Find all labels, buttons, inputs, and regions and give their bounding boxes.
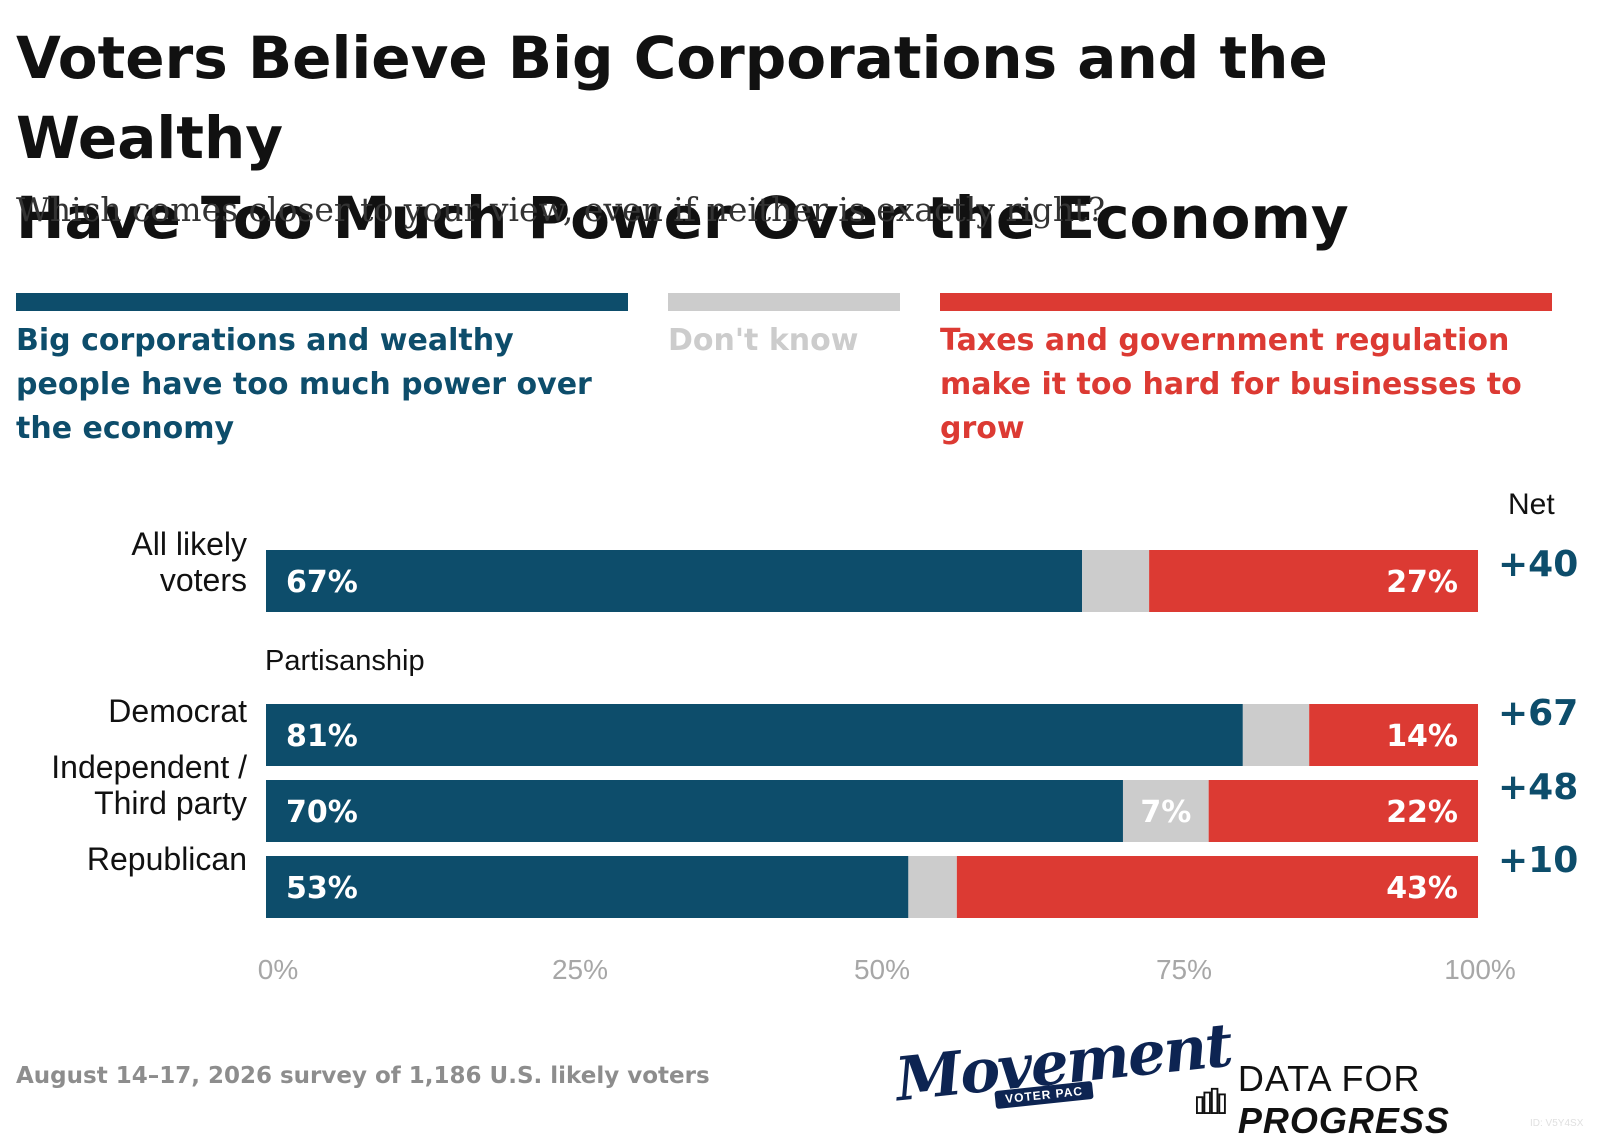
net-value-all: +40 — [1498, 544, 1579, 585]
row-label-republican: Republican — [86, 841, 247, 877]
row-label-democrat: Democrat — [108, 693, 247, 729]
bar-republican-corporations — [266, 856, 909, 918]
bar-label-independent-taxes: 22% — [1386, 795, 1458, 830]
movement-voter-pac-logo: Movement VOTER PAC — [892, 1011, 1234, 1116]
net-value-democrat: +67 — [1498, 693, 1579, 734]
survey-footnote: August 14–17, 2026 survey of 1,186 U.S. … — [16, 1063, 710, 1089]
bar-democrat-dont-know — [1242, 704, 1310, 766]
row-label-all-line-1: All likely — [131, 526, 247, 562]
bar-democrat-taxes — [1309, 704, 1478, 766]
x-tick-50: 50% — [853, 954, 911, 985]
bar-democrat-corporations — [266, 704, 1243, 766]
bar-republican-taxes — [956, 856, 1478, 918]
bar-label-democrat-corporations: 81% — [286, 719, 358, 754]
dfp-logo-bold: PROGRESS — [1237, 1100, 1450, 1141]
chart-subtitle: Which comes closer to your view, even if… — [16, 190, 1106, 229]
bar-chart-icon — [1196, 1087, 1226, 1114]
bar-label-republican-taxes: 43% — [1386, 871, 1458, 906]
bar-all-likely-voters-taxes — [1149, 550, 1478, 612]
title-line-1: Voters Believe Big Corporations and the … — [16, 24, 1328, 172]
bar-republican-dont-know — [908, 856, 957, 918]
title-line-2: Have Too Much Power Over the Economy — [16, 184, 1349, 252]
data-for-progress-logo: DATA FOR PROGRESS — [1196, 1058, 1616, 1142]
bar-independent-corporations — [266, 780, 1123, 842]
bar-label-independent-dont-know: 7% — [1140, 795, 1191, 830]
bar-all-likely-voters-dont-know — [1082, 550, 1150, 612]
bar-label-democrat-taxes: 14% — [1386, 719, 1458, 754]
dfp-logo-light: DATA FOR — [1237, 1058, 1421, 1099]
x-tick-75: 75% — [1155, 954, 1213, 985]
legend-swatch-corporations — [16, 293, 628, 311]
bar-label-all-likely-voters-taxes: 27% — [1386, 565, 1458, 600]
row-label-all-line-2: voters — [159, 562, 247, 598]
row-label-independent: Independent / Third party — [51, 749, 247, 821]
legend-label-dont-know: Don't know — [668, 323, 859, 358]
bar-label-independent-corporations: 70% — [286, 795, 358, 830]
bar-independent-taxes — [1208, 780, 1478, 842]
legend-label-taxes: Taxes and government regulation make it … — [940, 323, 1522, 446]
legend-swatch-taxes — [940, 293, 1552, 311]
legend-taxes: Taxes and government regulation make it … — [940, 293, 1552, 451]
dfp-logo-text: DATA FOR PROGRESS — [1238, 1058, 1616, 1142]
legend-dont-know: Don't know — [668, 293, 900, 363]
legend-corporations: Big corporations and wealthy people have… — [16, 293, 628, 451]
net-value-independent: +48 — [1498, 767, 1579, 808]
net-header: Net — [1508, 488, 1555, 521]
chart-title: Voters Believe Big Corporations and the … — [16, 18, 1596, 258]
chart-id-tag: ID: V5Y4SX — [1530, 1118, 1584, 1129]
bar-label-all-likely-voters-corporations: 67% — [286, 565, 358, 600]
bar-independent-dont-know — [1122, 780, 1209, 842]
net-value-republican: +10 — [1498, 840, 1579, 881]
legend-swatch-dont-know — [668, 293, 900, 311]
x-tick-25: 25% — [551, 954, 609, 985]
row-label-ind-line-2: Third party — [94, 785, 247, 821]
x-tick-0: 0% — [257, 954, 299, 985]
section-label-partisanship: Partisanship — [265, 645, 425, 677]
bar-all-likely-voters-corporations — [266, 550, 1083, 612]
bar-label-republican-corporations: 53% — [286, 871, 358, 906]
legend-label-corporations: Big corporations and wealthy people have… — [16, 323, 592, 446]
x-tick-100: 100% — [1444, 954, 1516, 985]
row-label-ind-line-1: Independent / — [51, 749, 247, 785]
row-label-all-likely-voters: All likely voters — [131, 526, 247, 598]
